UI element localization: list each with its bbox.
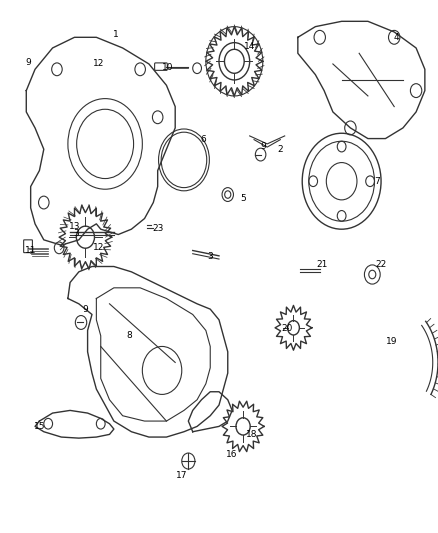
Text: 2: 2: [278, 145, 283, 154]
Text: 9: 9: [82, 305, 88, 313]
Text: 7: 7: [374, 177, 380, 185]
Text: 20: 20: [281, 325, 293, 333]
Text: 8: 8: [126, 332, 132, 340]
Text: 5: 5: [240, 194, 246, 203]
Text: 13: 13: [69, 222, 80, 231]
Text: 4: 4: [394, 33, 399, 42]
Text: 9: 9: [25, 59, 32, 67]
Text: 10: 10: [162, 63, 173, 72]
Text: 16: 16: [226, 450, 238, 458]
Text: 1: 1: [113, 30, 119, 39]
Text: 6: 6: [201, 135, 207, 144]
Text: 15: 15: [34, 422, 45, 431]
Text: 9: 9: [260, 142, 266, 150]
Text: 3: 3: [207, 253, 213, 261]
Text: 3: 3: [74, 229, 80, 238]
Text: 12: 12: [93, 60, 104, 68]
Text: 14: 14: [244, 43, 255, 51]
Text: 19: 19: [386, 337, 398, 345]
Text: 17: 17: [176, 471, 187, 480]
Text: 12: 12: [93, 244, 104, 252]
Text: 11: 11: [25, 246, 36, 255]
Text: 22: 22: [375, 261, 387, 269]
Text: 21: 21: [316, 261, 328, 269]
Text: 23: 23: [152, 224, 163, 232]
Text: 18: 18: [246, 430, 258, 439]
